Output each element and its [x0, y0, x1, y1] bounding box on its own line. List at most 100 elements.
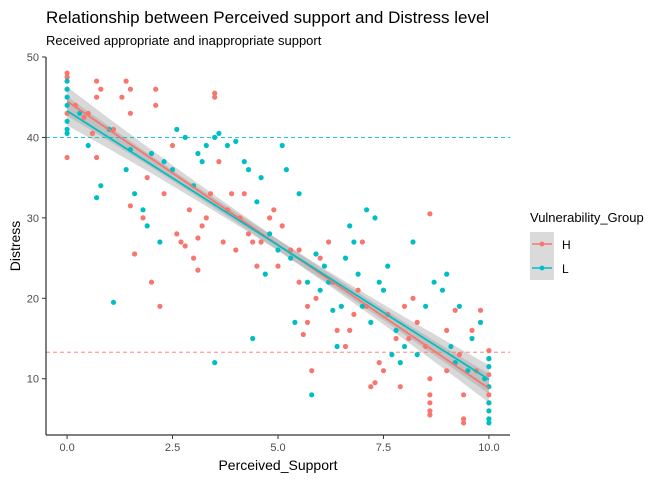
data-point-h [351, 311, 357, 317]
data-point-h [94, 78, 100, 84]
data-point-h [486, 348, 492, 354]
data-point-h [304, 303, 311, 309]
data-point-h [427, 408, 433, 414]
data-point-h [461, 416, 467, 422]
data-point-l [77, 110, 83, 116]
data-point-l [157, 239, 163, 245]
y-axis-title: Distress [7, 221, 23, 272]
data-point-h [461, 392, 467, 398]
data-point-l [64, 86, 70, 92]
data-point-l [161, 159, 167, 165]
data-point-h [123, 78, 129, 84]
data-point-l [355, 271, 361, 277]
data-point-l [85, 142, 91, 149]
data-point-l [456, 303, 462, 309]
data-point-h [178, 239, 184, 245]
data-point-h [486, 392, 492, 398]
data-point-h [153, 102, 159, 108]
data-point-h [212, 94, 218, 100]
data-point-h [313, 295, 319, 301]
data-point-l [296, 191, 302, 197]
data-point-h [203, 215, 209, 221]
data-point-h [309, 368, 315, 374]
data-point-h [267, 215, 273, 221]
data-point-l [250, 335, 256, 342]
data-point-h [406, 335, 412, 342]
data-point-h [347, 327, 353, 333]
data-point-l [380, 287, 387, 293]
data-point-l [245, 167, 252, 173]
y-axis-ticks: 10 20 30 40 50 [27, 52, 46, 386]
data-point-l [448, 343, 454, 350]
y-tick-label: 20 [27, 293, 39, 305]
data-point-h [477, 307, 484, 313]
data-point-h [157, 303, 163, 309]
data-point-h [397, 384, 403, 390]
data-point-h [427, 412, 433, 418]
data-point-h [81, 114, 87, 120]
data-point-h [195, 267, 201, 273]
data-point-l [410, 239, 416, 245]
data-point-l [144, 223, 150, 229]
data-point-l [351, 239, 357, 245]
data-point-h [94, 154, 100, 161]
data-point-h [186, 207, 192, 213]
data-point-l [376, 279, 382, 285]
data-point-l [148, 150, 155, 157]
data-point-h [254, 263, 260, 269]
data-point-l [283, 167, 289, 173]
data-point-h [98, 86, 104, 92]
data-point-h [229, 191, 235, 197]
data-point-l [123, 167, 129, 173]
data-point-l [288, 255, 294, 261]
legend-label-h: H [562, 238, 571, 252]
data-point-l [64, 126, 70, 132]
data-point-h [401, 303, 408, 309]
data-point-h [461, 420, 467, 426]
data-point-h [469, 327, 475, 333]
data-point-l [313, 251, 319, 257]
x-tick-label: 10.0 [478, 442, 499, 454]
data-point-h [258, 239, 264, 245]
legend-item-l: L [530, 256, 569, 280]
x-tick-label: 5.0 [270, 442, 285, 454]
data-point-l [364, 207, 370, 213]
data-point-h [199, 223, 205, 229]
legend: Vulnerability_Group H L [530, 210, 644, 280]
data-point-l [397, 360, 403, 366]
data-point-l [195, 150, 201, 157]
data-point-h [334, 327, 340, 333]
data-point-h [452, 307, 458, 313]
data-point-h [410, 295, 416, 301]
data-point-h [89, 130, 95, 136]
data-point-l [304, 279, 311, 285]
data-point-h [191, 255, 197, 261]
data-point-h [132, 251, 138, 257]
data-point-l [486, 356, 492, 362]
data-point-h [326, 239, 332, 245]
data-point-h [161, 191, 167, 197]
x-tick-label: 7.5 [376, 442, 391, 454]
data-point-h [182, 243, 188, 249]
data-point-h [376, 360, 382, 366]
x-axis-ticks: 0.0 2.5 5.0 7.5 10.0 [59, 435, 500, 454]
data-point-l [359, 303, 365, 309]
data-point-h [279, 223, 285, 229]
data-point-h [207, 191, 214, 197]
y-tick-label: 40 [27, 132, 39, 144]
data-point-h [220, 239, 226, 245]
data-point-h [94, 94, 100, 100]
data-point-h [486, 372, 492, 378]
data-point-l [64, 102, 70, 108]
data-point-h [342, 343, 349, 350]
data-point-l [94, 195, 100, 201]
data-point-l [224, 142, 230, 149]
data-point-h [368, 384, 374, 390]
data-point-l [132, 191, 138, 197]
data-point-l [486, 416, 492, 422]
legend-title: Vulnerability_Group [530, 210, 644, 225]
data-point-h [64, 74, 70, 80]
chart-subtitle: Received appropriate and inappropriate s… [46, 33, 322, 48]
data-point-l [444, 271, 450, 277]
data-point-h [296, 247, 302, 253]
